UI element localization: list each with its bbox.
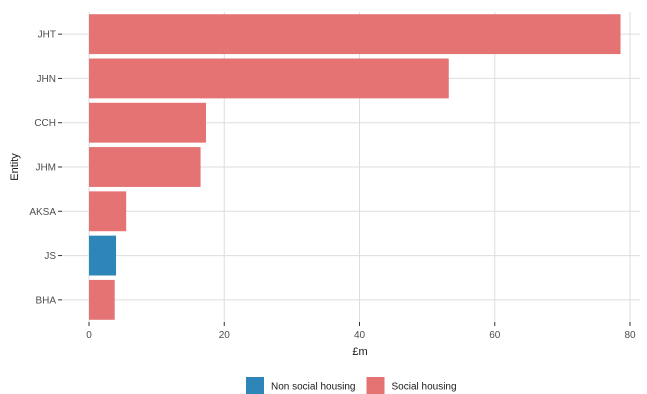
y-axis-title: Entity <box>9 153 21 181</box>
x-tick-label: 20 <box>219 330 231 341</box>
legend-label: Non social housing <box>271 382 356 393</box>
bars <box>89 14 621 320</box>
legend-swatch <box>366 377 385 394</box>
x-axis: 0 20 40 60 80 <box>86 322 636 341</box>
y-tick-label: JHN <box>37 74 56 85</box>
legend: Non social housing Social housing <box>246 377 457 394</box>
y-tick-label: JHT <box>38 30 56 41</box>
y-tick-label: JHM <box>35 163 56 174</box>
y-tick-label: BHA <box>35 295 56 306</box>
bar-cch-social-housing <box>89 102 206 143</box>
bar-js-non-social-housing <box>89 235 117 276</box>
legend-item-non-social-housing: Non social housing <box>246 377 356 394</box>
y-tick-label: CCH <box>34 118 56 129</box>
legend-item-social-housing: Social housing <box>366 377 457 394</box>
bar-jhn-social-housing <box>89 58 449 99</box>
x-tick-label: 40 <box>354 330 366 341</box>
y-axis: JHT JHN CCH JHM AKSA JS BHA <box>29 30 62 306</box>
bar-jhm-social-housing <box>89 147 201 187</box>
bar-aksa-social-housing <box>89 191 127 232</box>
bar-jht-social-housing <box>89 14 621 55</box>
x-tick-label: 80 <box>624 330 636 341</box>
x-axis-title: £m <box>352 346 367 358</box>
legend-label: Social housing <box>392 382 457 393</box>
legend-swatch <box>246 377 264 394</box>
bar-bha-social-housing <box>89 279 115 320</box>
x-tick-label: 60 <box>489 330 501 341</box>
x-tick-label: 0 <box>86 330 92 341</box>
y-tick-label: JS <box>44 251 56 262</box>
y-tick-label: AKSA <box>29 207 56 218</box>
